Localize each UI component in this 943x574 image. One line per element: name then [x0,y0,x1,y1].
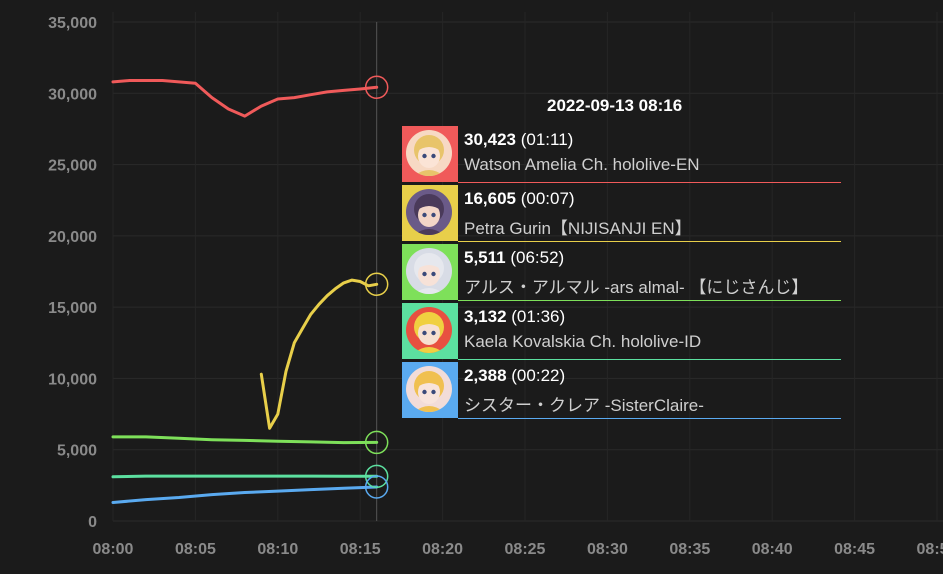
avatar-portrait-icon [414,371,444,412]
x-axis: 08:00 08:05 08:10 08:15 08:20 08:25 08:30 08:35… [93,541,943,558]
x-tick-label: 08:25 [505,541,546,558]
viewer-count: 5,511 [464,248,506,267]
tooltip-value-line: 2,388 (00:22) [464,366,841,386]
tooltip-row-text: 3,132 (01:36) Kaela Kovalskia Ch. hololiv… [464,303,841,352]
x-tick-label: 08:40 [752,541,793,558]
x-tick-label: 08:20 [422,541,463,558]
stream-duration: (01:11) [516,130,574,149]
x-tick-label: 08:10 [257,541,298,558]
row-color-underline [458,241,841,242]
y-tick-label: 0 [88,514,97,531]
tooltip-row: 3,132 (01:36) Kaela Kovalskia Ch. hololiv… [400,303,841,360]
tooltip-row-text: 5,511 (06:52) アルス・アルマル -ars almal- 【にじさんじ… [464,244,841,298]
hover-marker-3 [364,464,389,489]
avatar-portrait-icon [414,135,444,176]
x-tick-label: 08:15 [340,541,381,558]
tooltip-timestamp: 2022-09-13 08:16 [547,96,683,115]
hover-markers [364,75,389,499]
series-line-2[interactable] [111,435,379,445]
series-group[interactable] [111,79,379,504]
avatar-portrait-icon [414,312,444,353]
x-tick-label: 08:35 [669,541,710,558]
x-tick-label: 08:30 [587,541,628,558]
channel-name: Watson Amelia Ch. hololive-EN [464,155,700,174]
avatar-frame [402,244,458,300]
hover-marker-4 [364,475,389,499]
tooltip-row: 2,388 (00:22) シスター・クレア -SisterClaire- [400,362,841,419]
avatar-frame [402,126,458,182]
x-tick-label: 08:05 [175,541,216,558]
tooltip-value-line: 16,605 (00:07) [464,189,841,209]
viewer-count: 30,423 [464,130,516,149]
tooltip-row: 16,605 (00:07) Petra Gurin【NIJISANJI EN】 [400,185,841,242]
avatar-frame [402,185,458,241]
avatar-portrait-icon [414,194,444,235]
avatar-frame [402,303,458,359]
avatar-frame [402,362,458,418]
y-axis: 0 5,000 10,000 15,000 20,000 25,000 30,000 35,0… [48,15,97,531]
stream-duration: (00:07) [516,189,575,208]
stream-duration: (06:52) [505,248,565,267]
channel-name: シスター・クレア -SisterClaire- [464,396,704,415]
stream-duration: (01:36) [506,307,566,326]
tooltip-row-text: 30,423 (01:11) Watson Amelia Ch. hololive… [464,126,841,175]
viewer-count: 2,388 [464,366,507,385]
hover-marker-0 [364,75,389,100]
series-line-4[interactable] [111,485,379,504]
tooltip-row: 5,511 (06:52) アルス・アルマル -ars almal- 【にじさんじ… [400,244,841,301]
row-color-underline [458,182,841,183]
series-line-3[interactable] [111,474,379,479]
y-tick-label: 15,000 [48,300,97,317]
row-color-underline [458,300,841,301]
avatar [406,248,452,294]
channel-name: Kaela Kovalskia Ch. hololive-ID [464,332,702,351]
tooltip-row-text: 16,605 (00:07) Petra Gurin【NIJISANJI EN】 [464,185,841,239]
y-tick-label: 20,000 [48,229,97,246]
viewer-count: 3,132 [464,307,507,326]
series-line-0[interactable] [111,79,379,118]
y-tick-label: 35,000 [48,15,97,32]
avatar [406,130,452,176]
tooltip-value-line: 3,132 (01:36) [464,307,841,327]
x-tick-label: 08:00 [93,541,134,558]
tooltip-value-line: 30,423 (01:11) [464,130,841,150]
tooltip-row-text: 2,388 (00:22) シスター・クレア -SisterClaire- [464,362,841,416]
channel-name: アルス・アルマル -ars almal- 【にじさんじ】 [464,278,809,297]
hover-marker-2 [364,430,389,455]
x-tick-label: 08:50 [917,541,943,558]
avatar [406,189,452,235]
tooltip-value-line: 5,511 (06:52) [464,248,841,268]
stream-duration: (00:22) [506,366,566,385]
y-tick-label: 30,000 [48,86,97,103]
y-tick-label: 5,000 [57,443,97,460]
avatar [406,366,452,412]
channel-name: Petra Gurin【NIJISANJI EN】 [464,219,692,238]
tooltip-row: 30,423 (01:11) Watson Amelia Ch. hololive… [400,126,841,183]
avatar [406,307,452,353]
series-line-1[interactable] [259,278,379,430]
hover-marker-1 [364,272,389,297]
row-color-underline [458,418,841,419]
y-tick-label: 25,000 [48,158,97,175]
avatar-portrait-icon [414,253,444,294]
row-color-underline [458,359,841,360]
x-tick-label: 08:45 [834,541,875,558]
viewer-count: 16,605 [464,189,516,208]
y-tick-label: 10,000 [48,371,97,388]
